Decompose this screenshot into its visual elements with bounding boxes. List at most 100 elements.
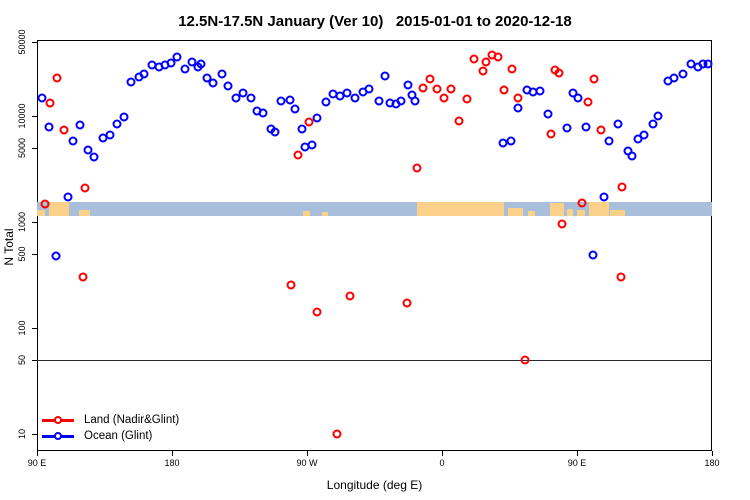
map-land-patch (322, 212, 328, 216)
data-point-land (481, 57, 491, 67)
x-axis-tick (172, 451, 173, 456)
chart-title: 12.5N-17.5N January (Ver 10) 2015-01-01 … (178, 13, 572, 30)
data-point-ocean (270, 127, 280, 137)
land-series-marker-icon (42, 416, 74, 425)
data-point-ocean (380, 71, 390, 81)
x-tick-label: 90 E (567, 458, 587, 468)
data-point-ocean (238, 88, 248, 98)
data-point-land (493, 52, 503, 62)
data-point-ocean (196, 59, 206, 69)
data-point-land (425, 74, 435, 84)
data-point-ocean (669, 73, 679, 83)
y-axis-tick (32, 116, 37, 117)
x-tick-label: 180 (164, 458, 180, 468)
data-point-land (507, 64, 517, 74)
map-land-patch (49, 202, 69, 216)
data-point-ocean (543, 109, 553, 119)
y-axis-tick (32, 222, 37, 223)
map-land-patch (566, 209, 573, 216)
data-point-land (52, 73, 62, 83)
map-land-patch (416, 202, 504, 216)
x-tick-label: 0 (439, 458, 445, 468)
data-point-land (312, 307, 322, 317)
x-axis-tick (577, 451, 578, 456)
data-point-ocean (89, 152, 99, 162)
map-land-patch (79, 210, 90, 216)
map-land-patch (37, 210, 45, 216)
data-point-ocean (535, 86, 545, 96)
data-point-ocean (312, 113, 322, 123)
map-land-patch (527, 211, 535, 216)
x-axis-tick (307, 451, 308, 456)
data-point-land (78, 272, 88, 282)
x-tick-label: 90 W (296, 458, 318, 468)
y-tick-label: 10000 (17, 103, 27, 129)
data-point-land (293, 150, 303, 160)
data-point-ocean (202, 73, 212, 83)
x-axis-tick (712, 451, 713, 456)
x-axis-tick (442, 451, 443, 456)
y-axis-tick (32, 328, 37, 329)
data-point-ocean (364, 84, 374, 94)
data-point-ocean (627, 151, 637, 161)
data-point-ocean (653, 111, 663, 121)
data-point-land (418, 83, 428, 93)
data-point-ocean (172, 52, 182, 62)
legend-item-land: Land (Nadir&Glint) (42, 412, 179, 428)
data-point-land (589, 74, 599, 84)
data-point-land (478, 66, 488, 76)
data-point-ocean (223, 81, 233, 91)
data-point-ocean (581, 122, 591, 132)
y-tick-label: 1000 (17, 211, 27, 233)
data-point-land (596, 125, 606, 135)
data-point-land (286, 280, 296, 290)
data-point-ocean (246, 93, 256, 103)
data-point-ocean (139, 69, 149, 79)
data-point-ocean (568, 88, 578, 98)
data-point-ocean (374, 96, 384, 105)
legend-label-land: Land (Nadir&Glint) (84, 414, 180, 426)
y-axis-tick (32, 359, 37, 361)
map-land-patch (610, 210, 625, 216)
data-point-land (412, 163, 422, 173)
data-point-ocean (276, 96, 286, 106)
data-point-ocean (119, 112, 129, 122)
data-point-land (520, 355, 530, 365)
y-tick-label: 50 (17, 354, 27, 365)
data-point-land (304, 117, 314, 127)
data-point-ocean (51, 251, 61, 261)
map-land-patch (577, 210, 585, 216)
data-point-ocean (604, 136, 614, 146)
data-point-land (583, 97, 593, 107)
data-point-land (577, 198, 587, 208)
y-axis-label: N Total (2, 228, 16, 266)
y-tick-label: 500 (17, 246, 27, 262)
data-point-land (617, 182, 627, 192)
data-point-ocean (307, 140, 317, 150)
map-land-patch (508, 208, 523, 216)
data-point-land (402, 298, 412, 308)
ocean-series-marker-icon (42, 432, 74, 441)
world-map-band (37, 202, 712, 216)
data-point-ocean (112, 119, 122, 129)
data-point-land (469, 54, 479, 64)
data-point-land (432, 84, 442, 94)
y-axis-tick (32, 147, 37, 149)
x-tick-label: 180 (704, 458, 720, 468)
y-axis-tick (32, 253, 37, 255)
data-point-ocean (648, 119, 658, 129)
y-tick-label: 100 (17, 320, 27, 336)
data-point-ocean (44, 122, 54, 132)
map-land-patch (302, 211, 310, 216)
y-axis-tick (32, 434, 37, 435)
data-point-ocean (342, 88, 352, 98)
data-point-ocean (208, 78, 218, 88)
data-point-land (499, 85, 509, 95)
threshold-line (37, 360, 712, 361)
data-point-ocean (562, 123, 572, 133)
data-point-ocean (290, 104, 300, 114)
data-point-ocean (613, 119, 623, 129)
data-point-land (454, 116, 464, 126)
map-land-patch (589, 202, 609, 216)
